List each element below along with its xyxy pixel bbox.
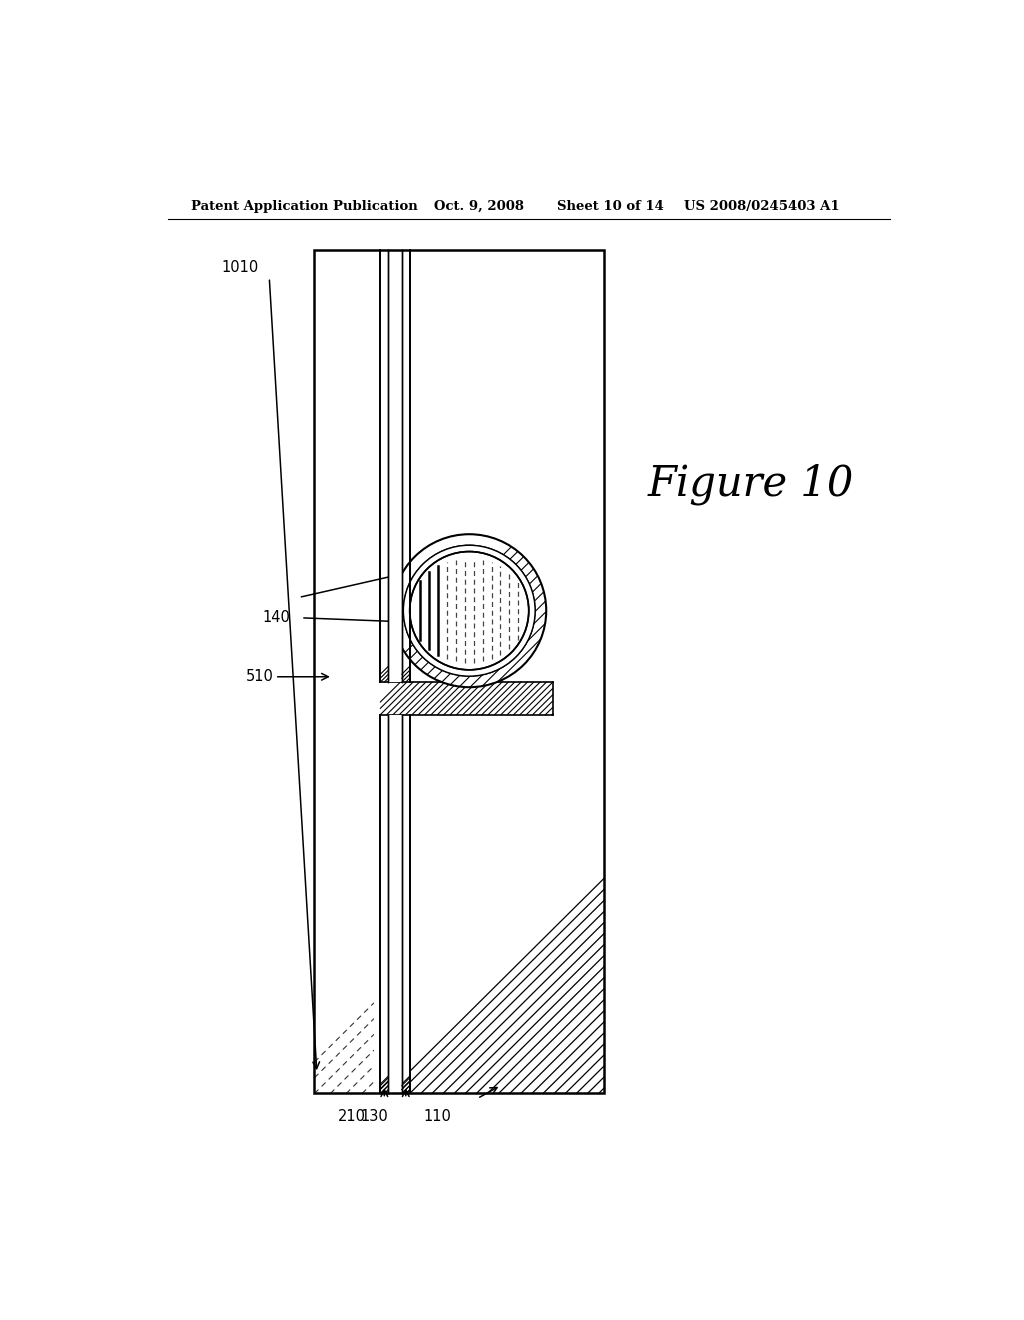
Bar: [401, 249, 410, 1093]
Bar: [380, 249, 388, 1093]
Text: Figure 10: Figure 10: [648, 462, 854, 504]
Text: US 2008/0245403 A1: US 2008/0245403 A1: [684, 199, 839, 213]
Text: 110: 110: [424, 1109, 452, 1123]
Ellipse shape: [403, 545, 536, 676]
Text: Sheet 10 of 14: Sheet 10 of 14: [557, 199, 664, 213]
Ellipse shape: [410, 552, 528, 669]
Text: 1010: 1010: [221, 260, 259, 275]
Text: 140: 140: [263, 610, 291, 626]
Text: 130: 130: [360, 1109, 388, 1123]
Bar: [314, 249, 374, 1093]
Bar: [380, 682, 553, 714]
Text: Oct. 9, 2008: Oct. 9, 2008: [433, 199, 523, 213]
Ellipse shape: [403, 545, 536, 676]
Text: 510: 510: [246, 669, 273, 684]
Bar: [388, 249, 401, 682]
Text: Patent Application Publication: Patent Application Publication: [191, 199, 418, 213]
Bar: [314, 249, 604, 1093]
Bar: [410, 249, 604, 1093]
Ellipse shape: [392, 535, 546, 688]
Bar: [314, 249, 604, 1093]
Text: 210: 210: [338, 1109, 366, 1123]
Bar: [388, 714, 401, 1093]
Bar: [374, 249, 410, 1093]
